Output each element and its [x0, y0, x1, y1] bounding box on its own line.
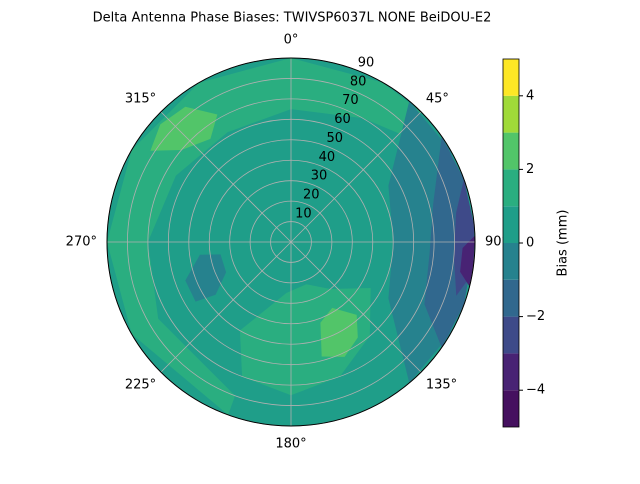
contour-region [150, 106, 218, 151]
angular-tick-label: 45° [426, 92, 449, 107]
radial-tick-label: 70 [342, 93, 359, 108]
colorbar-band [503, 59, 519, 96]
radial-tick-label: 90 [358, 55, 375, 70]
angular-grid-line [290, 111, 422, 243]
colorbar-band [503, 169, 519, 207]
angular-grid-line [290, 241, 422, 373]
angular-tick-label: 0° [284, 33, 299, 48]
radial-tick-label: 10 [295, 207, 312, 222]
angular-tick-label: 180° [275, 437, 306, 452]
radial-tick-label: 60 [334, 112, 351, 127]
colorbar-band [503, 390, 519, 427]
angular-grid-line [160, 111, 292, 243]
contour-region [185, 254, 227, 302]
chart-title: Delta Antenna Phase Biases: TWIVSP6037L … [93, 11, 492, 26]
angular-tick-label: 270° [66, 235, 97, 250]
colorbar-tick-label: −4 [526, 383, 545, 398]
radial-tick-label: 40 [319, 150, 336, 165]
colorbar-band [503, 353, 519, 391]
colorbar-band [503, 279, 519, 317]
colorbar-band [503, 243, 519, 280]
colorbar-band [503, 316, 519, 354]
overlay: 10 20 30 40 50 60 70 80 90 0° 45° 90° 135° 180° 225° 27… [66, 33, 508, 452]
colorbar-tick-label: 2 [526, 162, 534, 177]
radial-tick-label: 30 [311, 169, 328, 184]
angular-tick-label: 90° [485, 235, 508, 250]
radial-tick-label: 50 [326, 131, 343, 146]
colorbar-band [503, 95, 519, 133]
colorbar-band [503, 206, 519, 243]
contour-region [460, 235, 475, 287]
angular-grid-line [160, 241, 292, 373]
angular-tick-label: 225° [125, 377, 156, 392]
colorbar-tick-label: 4 [526, 88, 534, 103]
colorbar-label: Bias (mm) [556, 210, 571, 277]
radial-tick-label: 80 [350, 74, 367, 89]
angular-tick-label: 315° [125, 92, 156, 107]
colorbar-tick-label: −2 [526, 309, 545, 324]
colorbar-tick-label: 0 [526, 236, 534, 251]
colorbar-band [503, 132, 519, 170]
polar-frame [106, 57, 476, 427]
angular-tick-label: 135° [426, 377, 457, 392]
radial-tick-label: 20 [303, 188, 320, 203]
